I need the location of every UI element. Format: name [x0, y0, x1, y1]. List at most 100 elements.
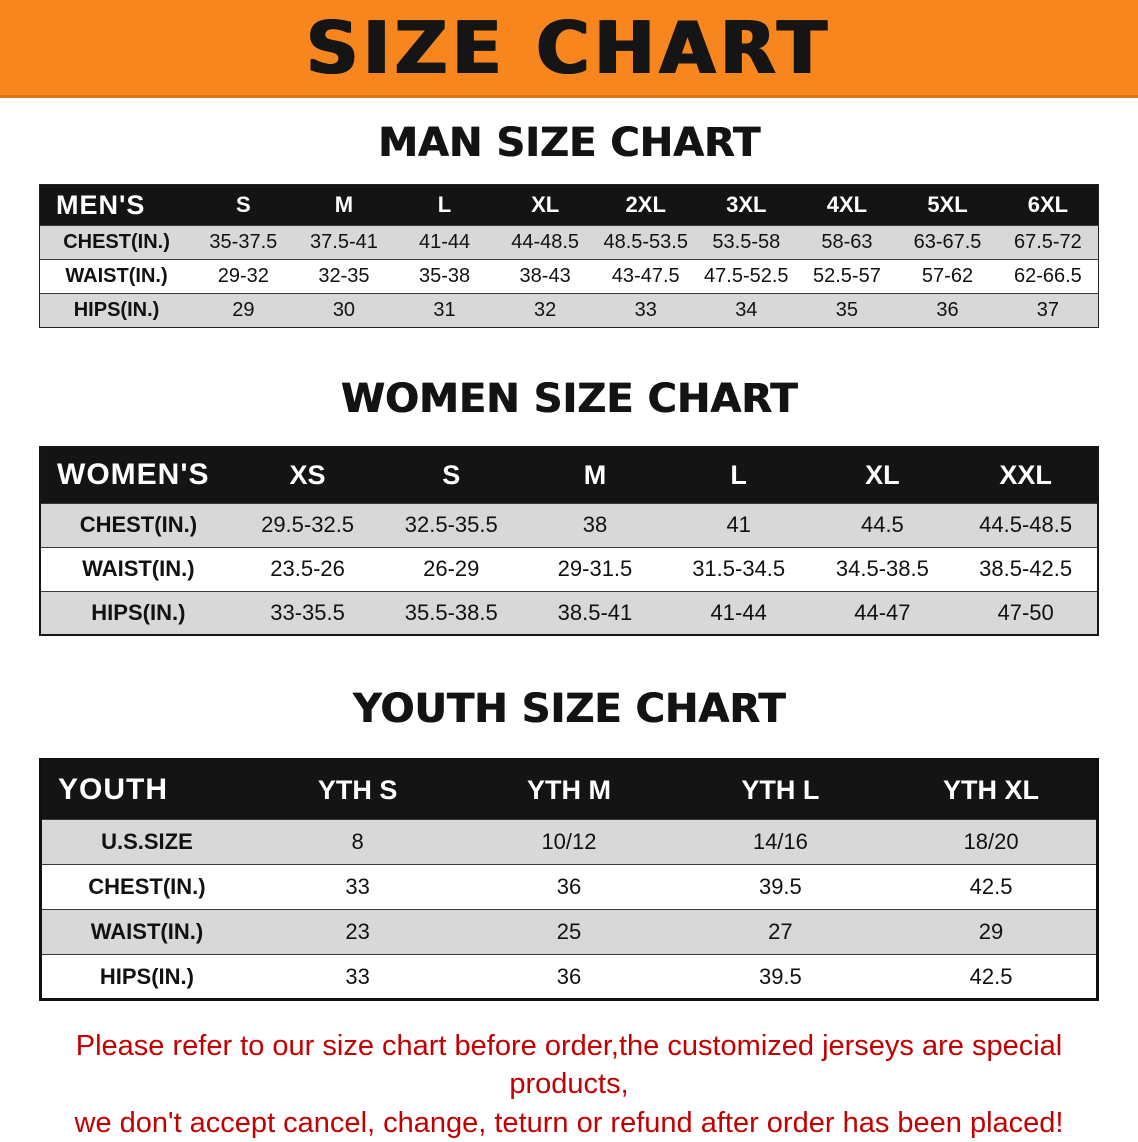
size-value-cell: 38	[582, 512, 608, 537]
size-column-header: 5XL	[927, 192, 968, 217]
size-value-cell: 18/20	[963, 829, 1019, 854]
size-value-cell: 31.5-34.5	[692, 556, 786, 581]
size-value-cell: 44-48.5	[511, 231, 580, 253]
banner: SIZE CHART	[0, 0, 1138, 98]
measurement-row-label: WAIST(IN.)	[82, 556, 195, 581]
size-column-header: 3XL	[726, 192, 767, 217]
size-value-cell: 42.5	[969, 874, 1013, 899]
size-column-header: YTH S	[317, 774, 398, 805]
order-notice-line-2: we don't accept cancel, change, teturn o…	[74, 1106, 1064, 1139]
size-value-cell: 37.5-41	[310, 231, 378, 253]
table-corner-label: WOMEN'S	[57, 458, 210, 492]
size-column-header: 4XL	[826, 192, 868, 217]
size-value-cell: 44.5-48.5	[979, 512, 1073, 537]
measurement-row-label: CHEST(IN.)	[79, 512, 198, 537]
size-value-cell: 26-29	[423, 556, 480, 581]
size-value-cell: 38.5-42.5	[979, 556, 1073, 581]
size-value-cell: 41	[726, 512, 751, 537]
measurement-row: WAIST(IN.) 23 25 27 29	[40, 909, 1098, 955]
youth-size-table: YOUTH YTH S YTH M YTH L YTH XL U.S.SIZE 8 10/12…	[39, 758, 1099, 1001]
measurement-row-label: HIPS(IN.)	[99, 963, 194, 989]
youth-size-chart-section: YOUTH SIZE CHART YOUTH YTH S YTH M YTH L YTH…	[0, 636, 1138, 1001]
size-column-header: L	[730, 459, 747, 490]
size-value-cell: 33	[345, 963, 370, 989]
size-column-header: YTH XL	[943, 774, 1040, 805]
measurement-row: CHEST(IN.) 29.5-32.5 32.5-35.5 38 41 44.5 44.5…	[40, 503, 1098, 547]
size-value-cell: 62-66.5	[1013, 265, 1082, 287]
size-value-cell: 30	[332, 299, 356, 321]
size-value-cell: 32-35	[318, 265, 370, 287]
size-value-cell: 38.5-41	[557, 599, 633, 625]
size-value-cell: 33-35.5	[270, 599, 345, 625]
size-value-cell: 44-47	[854, 599, 911, 625]
size-value-cell: 35-38	[418, 265, 471, 287]
size-column-header: M	[334, 192, 354, 217]
size-value-cell: 43-47.5	[611, 265, 680, 287]
size-value-cell: 36	[556, 963, 582, 989]
size-value-cell: 34.5-38.5	[835, 556, 929, 581]
size-value-cell: 53.5-58	[712, 231, 781, 253]
size-value-cell: 32.5-35.5	[404, 512, 498, 537]
man-size-chart-heading: MAN SIZE CHART	[377, 120, 761, 166]
measurement-row: WAIST(IN.) 23.5-26 26-29 29-31.5 31.5-34.5 34…	[40, 547, 1098, 591]
size-value-cell: 29-31.5	[557, 556, 633, 581]
size-column-header: XS	[289, 459, 326, 490]
size-value-cell: 31	[433, 299, 456, 321]
man-size-chart-section: MAN SIZE CHART MEN'S S M L XL 2XL 3XL 4XL 5XL 6XL…	[0, 98, 1138, 328]
size-value-cell: 29.5-32.5	[261, 512, 355, 537]
size-value-cell: 39.5	[758, 963, 802, 989]
size-table-header-row: MEN'S S M L XL 2XL 3XL 4XL 5XL 6XL	[39, 184, 1099, 226]
size-value-cell: 63-67.5	[913, 231, 982, 253]
measurement-row-label: U.S.SIZE	[101, 829, 193, 854]
measurement-row: HIPS(IN.) 33 36 39.5 42.5	[40, 954, 1098, 1000]
size-value-cell: 14/16	[752, 829, 808, 854]
size-value-cell: 35.5-38.5	[404, 599, 498, 625]
order-notice: Please refer to our size chart before or…	[14, 1027, 1124, 1142]
women-size-chart-section: WOMEN SIZE CHART WOMEN'S XS S M L XL XXL CHEST(…	[0, 328, 1138, 636]
measurement-row: U.S.SIZE 8 10/12 14/16 18/20	[40, 819, 1098, 865]
size-value-cell: 41-44	[710, 599, 767, 625]
page-title: SIZE CHART	[306, 5, 832, 90]
order-notice-line-1: Please refer to our size chart before or…	[75, 1030, 1063, 1101]
size-value-cell: 48.5-53.5	[603, 231, 688, 253]
size-column-header: XL	[865, 459, 900, 490]
size-column-header: 6XL	[1027, 192, 1069, 217]
size-value-cell: 38-43	[519, 265, 571, 287]
size-value-cell: 67.5-72	[1013, 231, 1082, 253]
size-value-cell: 23	[345, 919, 370, 944]
measurement-row: CHEST(IN.) 35-37.5 37.5-41 41-44 44-48.5 48.5…	[39, 225, 1099, 260]
youth-size-chart-heading: YOUTH SIZE CHART	[352, 686, 786, 732]
size-value-cell: 42.5	[969, 963, 1013, 989]
size-value-cell: 29	[978, 919, 1004, 944]
size-value-cell: 33	[345, 874, 370, 899]
measurement-row-label: CHEST(IN.)	[63, 231, 170, 253]
measurement-row: CHEST(IN.) 33 36 39.5 42.5	[40, 864, 1098, 910]
man-size-table: MEN'S S M L XL 2XL 3XL 4XL 5XL 6XL CHEST(IN.) 35-37…	[39, 184, 1099, 328]
table-corner-label: MEN'S	[56, 189, 146, 220]
measurement-row: HIPS(IN.) 33-35.5 35.5-38.5 38.5-41 41-44 44-…	[40, 591, 1098, 635]
measurement-row-label: HIPS(IN.)	[91, 599, 186, 625]
size-value-cell: 35-37.5	[209, 231, 278, 253]
size-value-cell: 37	[1036, 299, 1060, 321]
measurement-row-label: CHEST(IN.)	[88, 874, 206, 899]
measurement-row: WAIST(IN.) 29-32 32-35 35-38 38-43 43-47.5 47.…	[39, 259, 1099, 294]
size-column-header: S	[236, 192, 251, 217]
size-value-cell: 25	[556, 919, 582, 944]
measurement-row-label: WAIST(IN.)	[65, 265, 168, 287]
size-value-cell: 44.5	[860, 512, 904, 537]
measurement-row-label: HIPS(IN.)	[73, 299, 160, 321]
size-value-cell: 47-50	[997, 599, 1054, 625]
size-value-cell: 57-62	[921, 265, 974, 287]
size-value-cell: 29-32	[217, 265, 269, 287]
size-column-header: XL	[531, 192, 560, 217]
size-value-cell: 39.5	[758, 874, 802, 899]
women-size-chart-heading: WOMEN SIZE CHART	[340, 376, 798, 422]
size-value-cell: 36	[936, 299, 959, 321]
size-column-header: M	[583, 459, 607, 490]
size-column-header: L	[437, 192, 452, 217]
size-value-cell: 52.5-57	[812, 265, 881, 287]
size-column-header: 2XL	[625, 192, 666, 217]
size-table-header-row: YOUTH YTH S YTH M YTH L YTH XL	[40, 759, 1098, 820]
size-value-cell: 47.5-52.5	[704, 265, 789, 287]
